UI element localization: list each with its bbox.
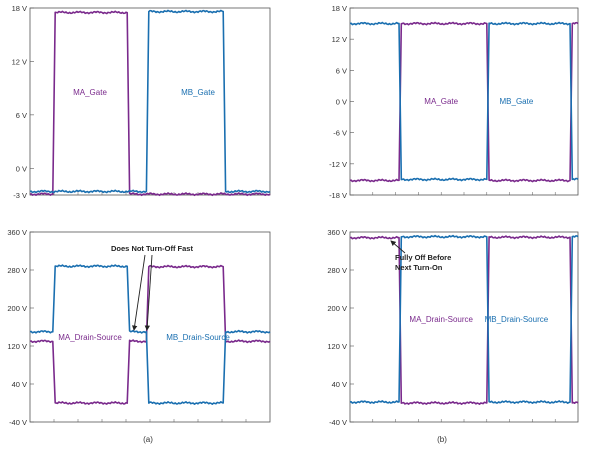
series-trace-mb_drain-source: [29, 264, 271, 405]
y-tick-label: -6 V: [333, 129, 347, 138]
subfigure-label-a: (a): [143, 435, 153, 444]
subfigure-label-b: (b): [437, 435, 447, 444]
annotation-text: Fully Off Before Next Turn-On: [395, 253, 451, 272]
y-tick-label: 18 V: [332, 4, 347, 13]
y-tick-label: -40 V: [9, 418, 27, 427]
y-tick-label: -18 V: [329, 191, 347, 200]
y-tick-label: -12 V: [329, 160, 347, 169]
chart-panel-a-gate: 18 V 12 V 6 V 0 V -3 V MA_Gate MB_Gate: [12, 4, 271, 200]
y-tick-label: 6 V: [336, 66, 347, 75]
series-label: MA_Drain-Source: [409, 315, 473, 324]
y-tick-label: -3 V: [13, 191, 27, 200]
series-trace-ma_gate: [349, 21, 579, 183]
plot-frame: [349, 7, 579, 196]
y-tick-label: 40 V: [12, 380, 27, 389]
y-tick-label: 200 V: [7, 304, 27, 313]
annotation-text: Does Not Turn-Off Fast: [111, 244, 193, 253]
series-trace-ma_drain-source: [29, 264, 271, 405]
y-tick-label: 12 V: [12, 57, 27, 66]
y-tick-label: 0 V: [336, 98, 347, 107]
y-tick-label: 120 V: [7, 342, 27, 351]
y-tick-label: 200 V: [327, 304, 347, 313]
y-tick-label: 18 V: [12, 4, 27, 13]
series-label: MA_Drain-Source: [58, 333, 122, 342]
series-trace-mb_gate: [349, 21, 579, 182]
series-trace-mb_drain-source: [349, 234, 579, 405]
plot-frame: [29, 231, 271, 423]
y-tick-label: 280 V: [327, 266, 347, 275]
chart-panel-a-drain-source: 360 V 280 V 200 V 120 V 40 V -40 V MA_Drain-So…: [7, 228, 271, 427]
chart-panel-b-drain-source: 360 V 280 V 200 V 120 V 40 V -40 V MA_Drain-So…: [327, 228, 579, 427]
plot-frame: [349, 231, 579, 423]
series-label: MB_Gate: [500, 97, 534, 106]
y-tick-label: -40 V: [329, 418, 347, 427]
series-label: MA_Gate: [424, 97, 458, 106]
series-trace-ma_gate: [29, 10, 271, 197]
y-tick-label: 12 V: [332, 35, 347, 44]
annotation-arrow: [144, 254, 153, 331]
y-tick-label: 0 V: [16, 164, 27, 173]
y-tick-label: 40 V: [332, 380, 347, 389]
plot-frame: [29, 7, 271, 196]
y-tick-label: 280 V: [7, 266, 27, 275]
series-label: MB_Gate: [181, 88, 215, 97]
annotation-arrow: [390, 240, 406, 254]
y-tick-label: 360 V: [7, 228, 27, 237]
annotation-arrow: [131, 254, 146, 331]
series-label: MB_Drain-Source: [485, 315, 549, 324]
series-label: MB_Drain-Source: [166, 333, 230, 342]
series-trace-ma_drain-source: [349, 235, 579, 405]
y-tick-label: 360 V: [327, 228, 347, 237]
series-label: MA_Gate: [73, 88, 107, 97]
y-tick-label: 6 V: [16, 111, 27, 120]
y-tick-label: 120 V: [327, 342, 347, 351]
chart-panel-b-gate: 18 V 12 V 6 V 0 V -6 V -12 V -18 V MA_Gate MB_Ga…: [329, 4, 579, 200]
series-trace-mb_gate: [29, 9, 271, 194]
